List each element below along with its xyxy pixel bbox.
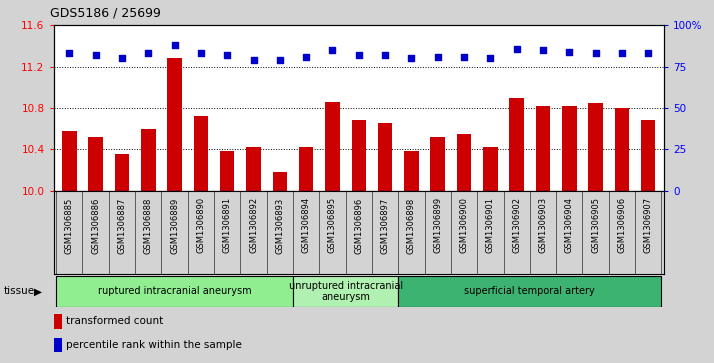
Bar [299, 147, 313, 191]
Text: GSM1306887: GSM1306887 [118, 197, 126, 254]
Text: GSM1306890: GSM1306890 [196, 197, 206, 253]
Point [458, 54, 470, 60]
Text: GSM1306888: GSM1306888 [144, 197, 153, 254]
Point [301, 54, 312, 60]
Text: GDS5186 / 25699: GDS5186 / 25699 [51, 7, 161, 20]
Bar [509, 98, 524, 191]
Point [143, 50, 154, 56]
Bar [246, 147, 261, 191]
Bar [378, 123, 392, 191]
Text: GSM1306905: GSM1306905 [591, 197, 600, 253]
Text: GSM1306889: GSM1306889 [170, 197, 179, 253]
Point [195, 50, 206, 56]
Bar [54, 314, 62, 329]
Point [353, 52, 365, 58]
Bar [115, 154, 129, 191]
Text: GSM1306901: GSM1306901 [486, 197, 495, 253]
Point [643, 50, 654, 56]
Text: ruptured intracranial aneurysm: ruptured intracranial aneurysm [98, 286, 251, 296]
Point [537, 47, 548, 53]
Point [563, 49, 575, 55]
Bar [536, 106, 550, 191]
Text: tissue: tissue [4, 286, 35, 296]
Bar [457, 134, 471, 191]
Bar [193, 116, 208, 191]
Bar [615, 108, 629, 191]
Bar [404, 151, 418, 191]
Text: GSM1306900: GSM1306900 [460, 197, 468, 253]
Point [64, 50, 75, 56]
Bar [89, 137, 103, 191]
Bar [273, 172, 287, 191]
Point [432, 54, 443, 60]
Bar [431, 137, 445, 191]
FancyBboxPatch shape [56, 276, 293, 307]
Text: GSM1306903: GSM1306903 [538, 197, 548, 253]
Point [616, 50, 628, 56]
Text: transformed count: transformed count [66, 316, 164, 326]
Bar [588, 103, 603, 191]
Text: ▶: ▶ [34, 286, 42, 296]
Text: GSM1306904: GSM1306904 [565, 197, 574, 253]
Point [169, 42, 181, 48]
Text: GSM1306902: GSM1306902 [512, 197, 521, 253]
Text: GSM1306898: GSM1306898 [407, 197, 416, 253]
Text: percentile rank within the sample: percentile rank within the sample [66, 340, 242, 350]
Text: GSM1306895: GSM1306895 [328, 197, 337, 253]
Text: GSM1306897: GSM1306897 [381, 197, 390, 253]
Point [327, 47, 338, 53]
Bar [483, 147, 498, 191]
Point [511, 46, 523, 52]
Point [116, 56, 128, 61]
Bar [54, 338, 62, 352]
Text: GSM1306894: GSM1306894 [301, 197, 311, 253]
Bar [641, 121, 655, 191]
Text: GSM1306892: GSM1306892 [249, 197, 258, 253]
Text: GSM1306899: GSM1306899 [433, 197, 442, 253]
Bar [141, 129, 156, 191]
Text: unruptured intracranial
aneurysm: unruptured intracranial aneurysm [288, 281, 403, 302]
FancyBboxPatch shape [293, 276, 398, 307]
Point [379, 52, 391, 58]
Point [406, 56, 417, 61]
Text: GSM1306906: GSM1306906 [618, 197, 626, 253]
Point [590, 50, 601, 56]
Text: GSM1306893: GSM1306893 [276, 197, 284, 253]
FancyBboxPatch shape [398, 276, 661, 307]
Bar [220, 151, 234, 191]
Bar [326, 102, 340, 191]
Text: superficial temporal artery: superficial temporal artery [464, 286, 595, 296]
Text: GSM1306891: GSM1306891 [223, 197, 232, 253]
Bar [351, 121, 366, 191]
Text: GSM1306886: GSM1306886 [91, 197, 100, 254]
Bar [562, 106, 576, 191]
Point [274, 57, 286, 63]
Text: GSM1306885: GSM1306885 [65, 197, 74, 253]
Point [90, 52, 101, 58]
Bar [62, 131, 76, 191]
Point [221, 52, 233, 58]
Point [248, 57, 259, 63]
Text: GSM1306896: GSM1306896 [354, 197, 363, 253]
Bar [167, 58, 182, 191]
Text: GSM1306907: GSM1306907 [644, 197, 653, 253]
Point [485, 56, 496, 61]
